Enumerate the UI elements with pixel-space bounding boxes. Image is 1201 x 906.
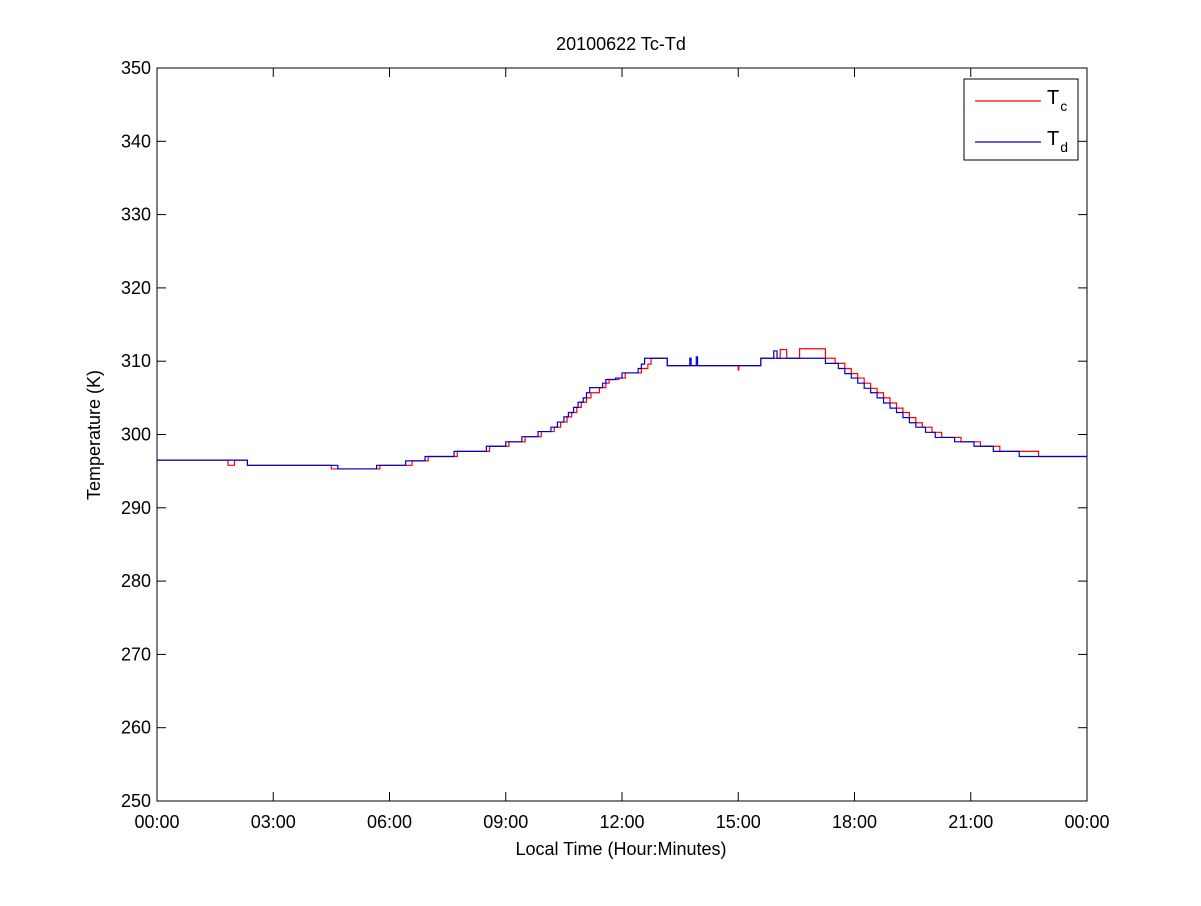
y-tick-label: 310 — [121, 351, 151, 371]
legend-subscript: d — [1060, 139, 1068, 155]
x-tick-label: 06:00 — [367, 812, 412, 832]
y-tick-label: 260 — [121, 718, 151, 738]
x-tick-label: 15:00 — [716, 812, 761, 832]
y-tick-label: 270 — [121, 644, 151, 664]
legend-subscript: c — [1060, 98, 1067, 114]
y-tick-label: 280 — [121, 571, 151, 591]
x-tick-label: 21:00 — [948, 812, 993, 832]
series-line-t-d — [157, 350, 1087, 470]
chart-title: 20100622 Tc-Td — [556, 34, 686, 54]
y-tick-label: 320 — [121, 278, 151, 298]
x-tick-label: 18:00 — [832, 812, 877, 832]
y-tick-label: 250 — [121, 791, 151, 811]
y-tick-label: 290 — [121, 498, 151, 518]
axes-box — [156, 67, 1088, 802]
y-tick-label: 300 — [121, 425, 151, 445]
x-tick-label: 00:00 — [1064, 812, 1109, 832]
x-tick-label: 09:00 — [483, 812, 528, 832]
y-tick-label: 340 — [121, 131, 151, 151]
legend-box — [963, 78, 1079, 161]
series-group — [157, 348, 1087, 470]
y-tick-label: 350 — [121, 58, 151, 78]
plot-area: 250 260 270 280 290 300 310 320 330 340 350 00:00 03… — [121, 58, 1110, 832]
x-tick-label: 00:00 — [134, 812, 179, 832]
x-tick-label: 03:00 — [251, 812, 296, 832]
y-tick-label: 330 — [121, 205, 151, 225]
x-tick-label: 12:00 — [599, 812, 644, 832]
y-axis-label: Temperature (K) — [84, 370, 104, 500]
x-axis-label: Local Time (Hour:Minutes) — [515, 839, 726, 859]
